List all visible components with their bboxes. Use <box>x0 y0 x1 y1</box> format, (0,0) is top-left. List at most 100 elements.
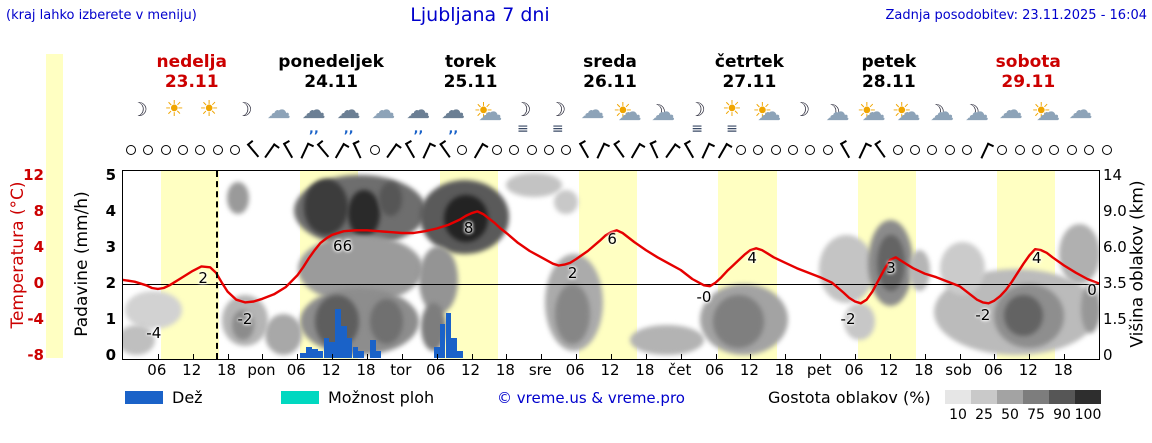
wind-barb-slot <box>296 140 314 160</box>
weather-icon-sun-cloud: ☀☁ <box>749 94 785 130</box>
cloud-icon: ☁ <box>478 98 503 126</box>
x-axis-labels: 06 12 18 pon 06 12 18 tor 06 12 18 sre 06 12 18 čet 06 12… <box>122 361 1098 381</box>
temp-tick-label: 0 <box>33 274 44 293</box>
cloud-tick-label: 0 <box>1103 346 1113 365</box>
day-header: nedelja 23.11 <box>156 52 226 92</box>
wind-calm-icon <box>944 145 955 155</box>
rain-bar <box>311 349 318 358</box>
wind-barb-icon <box>874 142 886 158</box>
cloud-density-blob <box>629 325 704 356</box>
temp-tick-label: 8 <box>33 202 44 221</box>
x-tick-mark <box>506 354 508 359</box>
x-tick-label: 18 <box>635 361 655 379</box>
cloud-density-legend-label: Gostota oblakov (%) <box>768 388 931 407</box>
x-tick-label: 12 <box>1018 361 1038 379</box>
wind-barb-icon <box>649 141 658 159</box>
moon-icon: ☽ <box>549 99 567 121</box>
day-name: nedelja <box>156 52 227 72</box>
wind-barb-slot <box>679 140 697 160</box>
x-tick-mark <box>332 354 334 359</box>
wind-calm-slot <box>209 140 227 160</box>
temperature-value-label: -2 <box>840 309 856 328</box>
x-tick-mark <box>889 354 891 359</box>
weather-icon-fog-moon: ☽ ≡ <box>540 94 576 136</box>
cloud-density-colorbar <box>945 390 1101 404</box>
moon-icon: ☽ <box>514 99 532 121</box>
x-tick-label: 12 <box>182 361 202 379</box>
wind-barb-icon <box>404 142 415 158</box>
weather-icon-rain: ☁ ‚‚ <box>331 94 367 136</box>
cloud-density-tick: 25 <box>975 407 993 423</box>
temperature-value-label: -2 <box>975 305 991 324</box>
rain-bar <box>306 347 312 358</box>
temp-tick-label: 4 <box>33 238 44 257</box>
wind-calm-slot <box>923 140 941 160</box>
wind-calm-icon <box>962 145 973 155</box>
wind-calm-icon <box>1066 145 1077 155</box>
rain-bar <box>451 338 457 358</box>
copyright-link[interactable]: © vreme.us & vreme.pro <box>497 389 685 407</box>
x-tick-label: 12 <box>461 361 481 379</box>
day-date: 28.11 <box>861 72 916 92</box>
wind-barb-icon <box>701 141 711 159</box>
wind-barb-icon <box>438 142 450 158</box>
cloud-icon: ☁ <box>651 98 676 126</box>
precip-tick-label: 4 <box>105 202 116 221</box>
wind-calm-icon <box>788 145 798 155</box>
wind-barb-icon <box>334 142 345 158</box>
wind-calm-icon <box>1049 145 1060 155</box>
sun-icon: ☀ <box>752 99 773 124</box>
cloud-density-blob <box>554 189 578 215</box>
x-tick-label: 18 <box>356 361 376 379</box>
x-tick-mark <box>680 354 682 359</box>
cloud-density-blob <box>264 313 302 356</box>
cloud-density-blob <box>123 325 156 356</box>
weather-icon-sun-cloud: ☀☁ <box>1028 94 1064 130</box>
moon-icon: ☽ <box>823 101 841 123</box>
x-tick-label: sre <box>528 361 552 379</box>
temperature-value-label: 8 <box>463 218 474 237</box>
precip-tick-label: 0 <box>105 346 116 365</box>
wind-calm-slot <box>557 140 575 160</box>
wind-barb-icon <box>840 142 851 158</box>
wind-barb-icon <box>282 142 293 158</box>
weather-icon-moon-cloud: ☽☁ <box>819 94 855 130</box>
x-tick-mark <box>715 354 717 359</box>
sun-icon: ☀ <box>164 97 185 122</box>
raindrops-icon: ‚‚ <box>413 122 424 137</box>
x-tick-label: čet <box>668 361 692 379</box>
weather-icon-rain: ☁ ‚‚ <box>296 94 332 136</box>
cloud-density-blob <box>844 302 876 341</box>
wind-calm-slot <box>1045 140 1063 160</box>
wind-calm-icon <box>561 145 572 155</box>
cloud-density-swatch <box>1023 390 1049 404</box>
wind-calm-icon <box>369 145 380 155</box>
wind-barb-slot <box>244 140 262 160</box>
temperature-axis-ticks: 12 8 4 0 -4 -8 <box>12 166 44 364</box>
weather-icon-moon: ☽ <box>226 94 262 130</box>
day-header: sreda 26.11 <box>583 52 637 92</box>
day-name: petek <box>861 52 917 72</box>
x-tick-label: 06 <box>426 361 446 379</box>
sun-icon: ☀ <box>857 99 877 124</box>
temp-tick-label: 12 <box>23 166 44 185</box>
precip-tick-label: 2 <box>105 274 116 293</box>
rain-bar <box>335 309 341 358</box>
day-name: ponedeljek <box>278 52 384 72</box>
x-tick-label: 12 <box>739 361 759 379</box>
x-tick-mark <box>576 354 578 359</box>
wind-calm-icon <box>927 145 938 155</box>
cloud-density-blob <box>232 310 254 341</box>
wind-calm-slot <box>366 140 384 160</box>
cloud-tick-label: 3.5 <box>1103 274 1127 293</box>
wind-barb-slot <box>435 140 453 160</box>
temp-tick-label: -8 <box>27 346 44 365</box>
raindrops-icon: ‚‚ <box>343 122 354 137</box>
x-tick-mark <box>541 354 543 359</box>
wind-calm-icon <box>1014 145 1025 155</box>
weather-icon-sun: ☀ <box>191 94 227 130</box>
temperature-value-label: 4 <box>1032 249 1042 268</box>
weather-icon-fog-moon: ☽ ≡ <box>679 94 715 136</box>
wind-calm-slot <box>540 140 558 160</box>
